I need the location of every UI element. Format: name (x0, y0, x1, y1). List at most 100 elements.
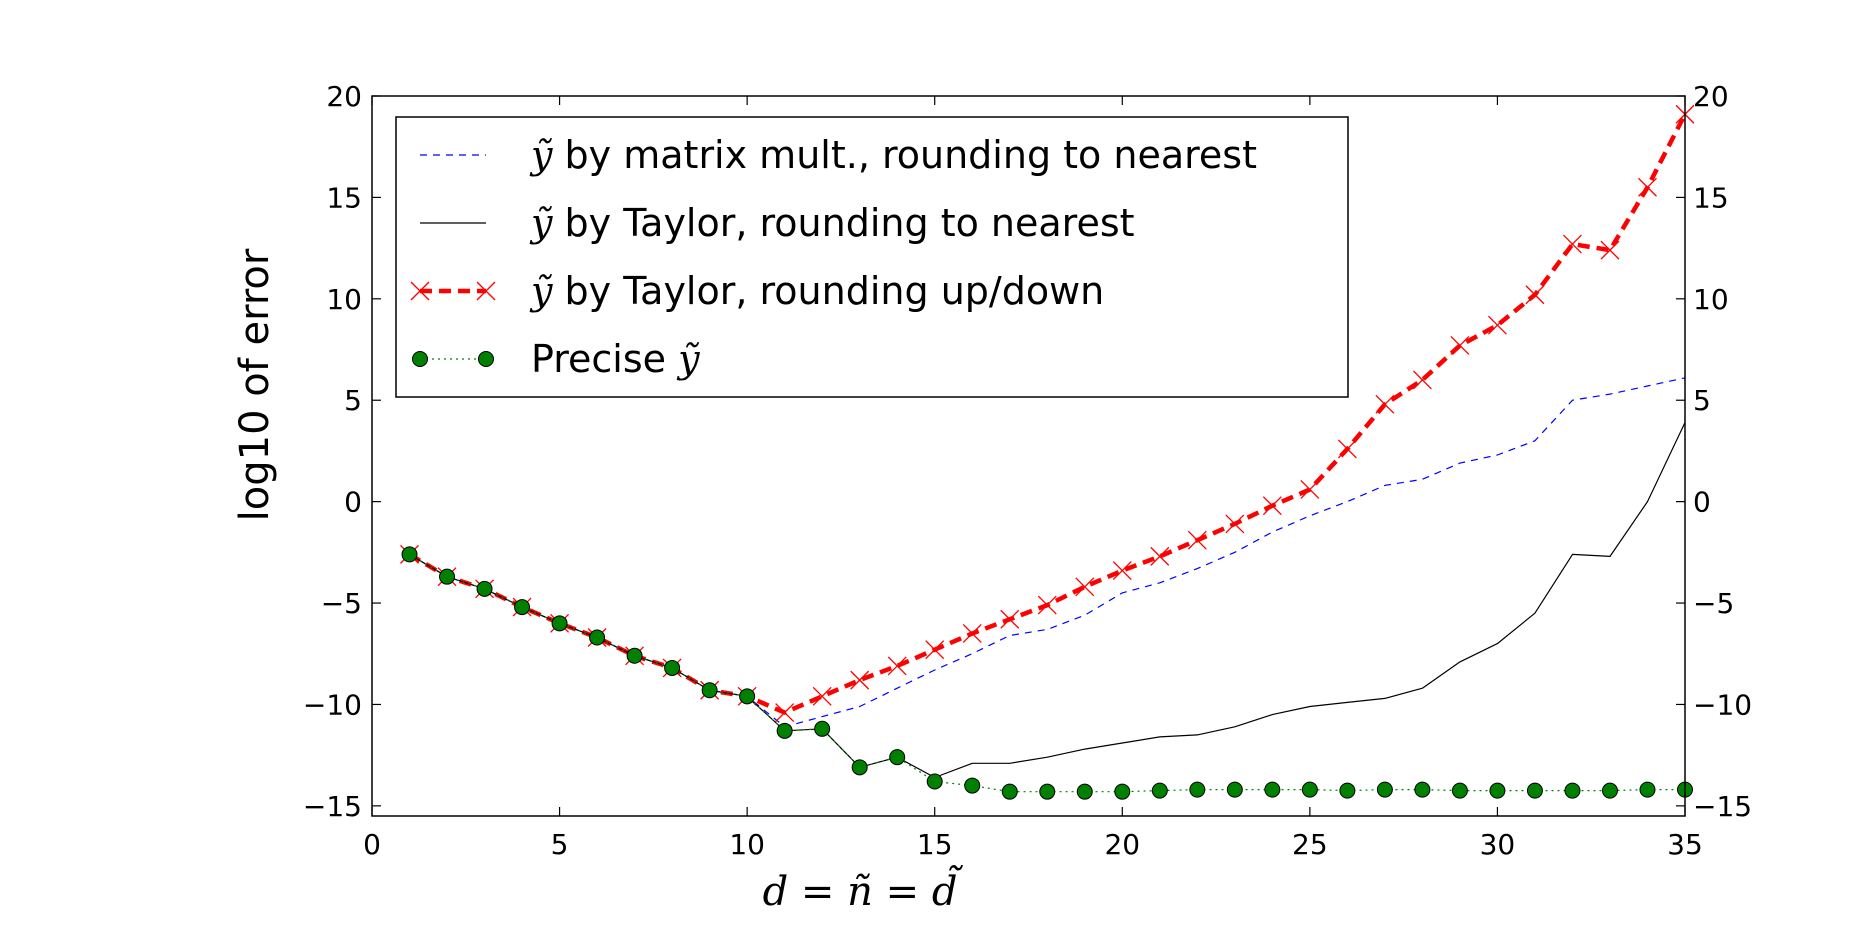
legend-marker-3 (478, 351, 494, 367)
series-point-2 (1562, 234, 1582, 254)
y-tick-label-right: 10 (1693, 283, 1729, 316)
legend-label-0: ỹ by matrix mult., rounding to nearest (529, 133, 1257, 177)
series-point-3 (1639, 781, 1656, 798)
x-tick-label: 0 (363, 828, 381, 861)
series-point-2 (887, 656, 907, 676)
y-tick-label: −5 (321, 587, 362, 620)
y-tick-label-right: −15 (1693, 790, 1752, 823)
x-tick-label: 20 (1104, 828, 1140, 861)
series-point-3 (589, 629, 606, 646)
series-point-3 (851, 759, 868, 776)
series-line-1 (409, 422, 1686, 779)
y-tick-label: 0 (344, 486, 362, 519)
series-point-3 (476, 580, 493, 597)
series-point-3 (514, 599, 531, 616)
series-point-2 (1000, 609, 1020, 629)
series-point-2 (1600, 240, 1620, 260)
series-point-3 (1451, 782, 1468, 799)
series-point-3 (776, 722, 793, 739)
y-axis-label: log10 of error (232, 248, 278, 521)
series-point-2 (962, 624, 982, 643)
y-tick-label: −15 (303, 790, 362, 823)
series-point-3 (401, 546, 418, 563)
series-line-3 (409, 553, 1685, 793)
series-point-2 (925, 640, 945, 660)
legend-marker-2 (476, 281, 496, 301)
legend-marker-3 (412, 351, 428, 367)
series-point-3 (1039, 783, 1056, 800)
y-tick-label: −10 (303, 688, 362, 721)
y-tick-label: 20 (326, 80, 362, 113)
series-point-2 (1150, 546, 1170, 566)
plot-area (400, 104, 1695, 800)
series-line-0 (409, 377, 1686, 728)
y-tick-label-right: 5 (1693, 384, 1711, 417)
x-tick-label: 15 (917, 828, 953, 861)
series-point-2 (1187, 530, 1207, 550)
series-point-3 (1076, 783, 1093, 800)
x-tick-label: 35 (1667, 828, 1703, 861)
y-tick-label: 5 (344, 384, 362, 417)
series-point-3 (1114, 783, 1131, 800)
x-tick-label: 30 (1480, 828, 1516, 861)
series-point-2 (1300, 480, 1320, 499)
series-point-3 (926, 773, 943, 790)
y-tick-label-right: 0 (1693, 486, 1711, 519)
series-point-3 (1414, 781, 1431, 798)
x-tick-label: 10 (729, 828, 765, 861)
legend: ỹ by matrix mult., rounding to nearest ỹ … (395, 116, 1349, 398)
series-point-3 (1264, 781, 1281, 798)
x-axis-label: d = ñ = d̃ (763, 865, 964, 915)
axes: 0 5 10 15 20 25 30 35 −15 −15 −10 −10 −5 −5 0 0 5 5 10 10 15… (303, 80, 1752, 861)
y-tick-label-right: −10 (1693, 688, 1752, 721)
y-tick-label-right: 20 (1693, 80, 1729, 113)
series-point-2 (850, 670, 870, 690)
y-tick-label-right: 15 (1693, 181, 1729, 214)
series-point-3 (1001, 783, 1018, 800)
series-point-3 (1564, 782, 1581, 799)
series-point-3 (551, 615, 568, 632)
legend-box (395, 116, 1349, 398)
series-point-2 (1375, 394, 1395, 414)
series-point-2 (812, 686, 832, 706)
series-point-3 (626, 647, 643, 664)
series-point-3 (1526, 782, 1543, 799)
y-tick-label: 10 (326, 283, 362, 316)
series-point-3 (439, 568, 456, 585)
series-point-3 (701, 682, 718, 699)
series-point-3 (1189, 781, 1206, 798)
series-point-2 (1525, 285, 1545, 305)
series-point-2 (1638, 177, 1657, 197)
legend-label-3: Precise ỹ (531, 337, 700, 381)
legend-label-1: ỹ by Taylor, rounding to nearest (529, 201, 1135, 245)
series-point-3 (1376, 781, 1393, 798)
series-point-3 (739, 688, 756, 705)
series-point-3 (814, 720, 831, 737)
legend-label-2: ỹ by Taylor, rounding up/down (529, 269, 1104, 313)
series-point-3 (1151, 782, 1168, 799)
y-tick-label-right: −5 (1693, 587, 1734, 620)
series-point-3 (1301, 781, 1318, 798)
series-point-3 (889, 749, 906, 766)
series-point-3 (1601, 782, 1618, 799)
x-tick-label: 5 (551, 828, 569, 861)
series-point-3 (664, 659, 681, 676)
series-point-2 (1450, 336, 1470, 355)
legend-marker-2 (410, 281, 430, 301)
series-point-2 (1412, 370, 1432, 390)
series-point-2 (1225, 514, 1245, 534)
x-tick-label: 25 (1292, 828, 1328, 861)
series-point-2 (1075, 577, 1095, 597)
series-point-2 (1037, 595, 1057, 615)
series-point-3 (1489, 782, 1506, 799)
series-point-2 (1112, 561, 1132, 581)
series-point-2 (1337, 439, 1357, 459)
series-point-3 (1226, 781, 1243, 798)
series-point-2 (775, 703, 795, 723)
y-tick-label: 15 (326, 181, 362, 214)
plot-frame (371, 95, 1686, 817)
series-point-3 (1339, 782, 1356, 799)
series-point-2 (1487, 315, 1507, 335)
series-point-2 (1262, 496, 1282, 516)
